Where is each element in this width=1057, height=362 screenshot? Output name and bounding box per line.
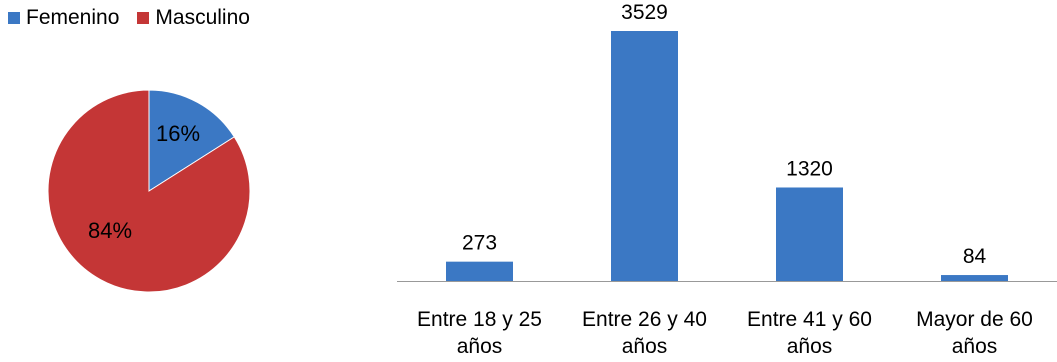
pie-chart: 16% 84%	[47, 89, 251, 293]
legend-swatch-masculino	[137, 12, 150, 24]
legend-swatch-femenino	[8, 12, 20, 24]
bar-data-label-2: 3529	[621, 1, 668, 24]
bar-data-label-1: 273	[462, 232, 497, 255]
legend-label-masculino: Masculino	[155, 6, 250, 29]
legend-item-femenino: Femenino	[8, 6, 119, 30]
pie-legend: Femenino Masculino	[8, 6, 250, 30]
bar-3	[776, 187, 843, 281]
x-tick-label-2: Entre 26 y 40 años	[582, 308, 707, 358]
pie-slice-masculino	[47, 89, 251, 293]
pie-slice-femenino	[148, 89, 235, 192]
x-tick-label-1: Entre 18 y 25 años	[417, 308, 542, 358]
x-tick-label-4: Mayor de 60 años	[916, 308, 1033, 358]
bar-2	[611, 31, 678, 281]
legend-label-femenino: Femenino	[26, 6, 120, 29]
x-tick-label-3: Entre 41 y 60 años	[747, 308, 872, 358]
pie-data-label-femenino: 16%	[156, 121, 200, 146]
bar-data-label-4: 84	[963, 245, 987, 268]
pie-data-label-masculino: 84%	[88, 218, 132, 243]
legend-item-masculino: Masculino	[137, 6, 250, 30]
bar-4	[941, 275, 1008, 281]
bar-data-label-3: 1320	[786, 157, 833, 180]
bar-1	[446, 261, 513, 281]
